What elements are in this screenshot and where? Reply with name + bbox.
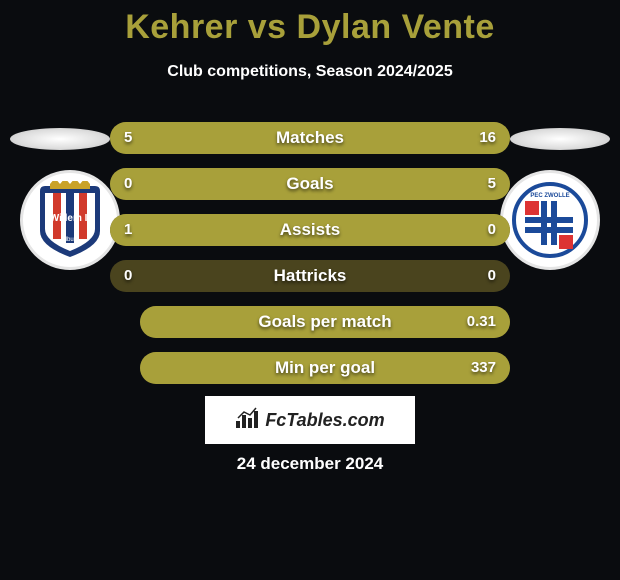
stat-label: Goals per match	[140, 306, 510, 338]
stat-value-right: 0.31	[467, 306, 496, 338]
stat-label: Goals	[110, 168, 510, 200]
team-badge-right: PEC ZWOLLE	[500, 170, 600, 270]
stat-row: Assists1 0	[110, 214, 510, 246]
svg-text:Tilburg: Tilburg	[61, 237, 79, 243]
stat-row: Goals per match0.31	[140, 306, 510, 338]
stat-value-left: 5	[124, 122, 132, 154]
fctables-bars-icon	[235, 407, 261, 434]
stat-value-left: 1	[124, 214, 132, 246]
team-badge-left: Willem II Tilburg	[20, 170, 120, 270]
stat-row: Hattricks0 0	[110, 260, 510, 292]
badge-circle-left: Willem II Tilburg	[20, 170, 120, 270]
pec-zwolle-logo: PEC ZWOLLE	[512, 182, 588, 258]
stat-value-right: 16	[479, 122, 496, 154]
page-title: Kehrer vs Dylan Vente	[0, 0, 620, 47]
svg-text:PEC ZWOLLE: PEC ZWOLLE	[530, 193, 569, 199]
stat-row: Matches5 16	[110, 122, 510, 154]
stat-row: Goals0 5	[110, 168, 510, 200]
stat-value-right: 0	[488, 260, 496, 292]
svg-text:Willem II: Willem II	[50, 213, 91, 224]
fctables-label: FcTables.com	[265, 410, 384, 431]
stats-container: Matches516Goals05Assists10Hattricks00Goa…	[110, 122, 510, 398]
stat-label: Min per goal	[140, 352, 510, 384]
date-label: 24 december 2024	[0, 454, 620, 474]
stat-value-right: 337	[471, 352, 496, 384]
page-subtitle: Club competitions, Season 2024/2025	[0, 63, 620, 81]
stat-label: Matches	[110, 122, 510, 154]
shadow-oval-right	[510, 128, 610, 150]
fctables-badge: FcTables.com	[205, 396, 415, 444]
shadow-oval-left	[10, 128, 110, 150]
willem-ii-logo: Willem II Tilburg	[35, 181, 105, 259]
stat-value-left: 0	[124, 260, 132, 292]
stat-value-right: 5	[488, 168, 496, 200]
stat-value-left: 0	[124, 168, 132, 200]
stat-label: Hattricks	[110, 260, 510, 292]
stat-value-right: 0	[488, 214, 496, 246]
badge-circle-right: PEC ZWOLLE	[500, 170, 600, 270]
stat-label: Assists	[110, 214, 510, 246]
stat-row: Min per goal337	[140, 352, 510, 384]
